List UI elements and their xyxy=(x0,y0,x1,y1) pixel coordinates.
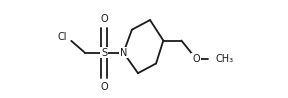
Text: N: N xyxy=(120,48,127,58)
Text: O: O xyxy=(100,14,108,24)
Text: O: O xyxy=(192,54,200,64)
Text: O: O xyxy=(100,82,108,92)
Text: S: S xyxy=(101,48,107,58)
Text: CH₃: CH₃ xyxy=(215,54,233,64)
Text: Cl: Cl xyxy=(57,32,67,42)
